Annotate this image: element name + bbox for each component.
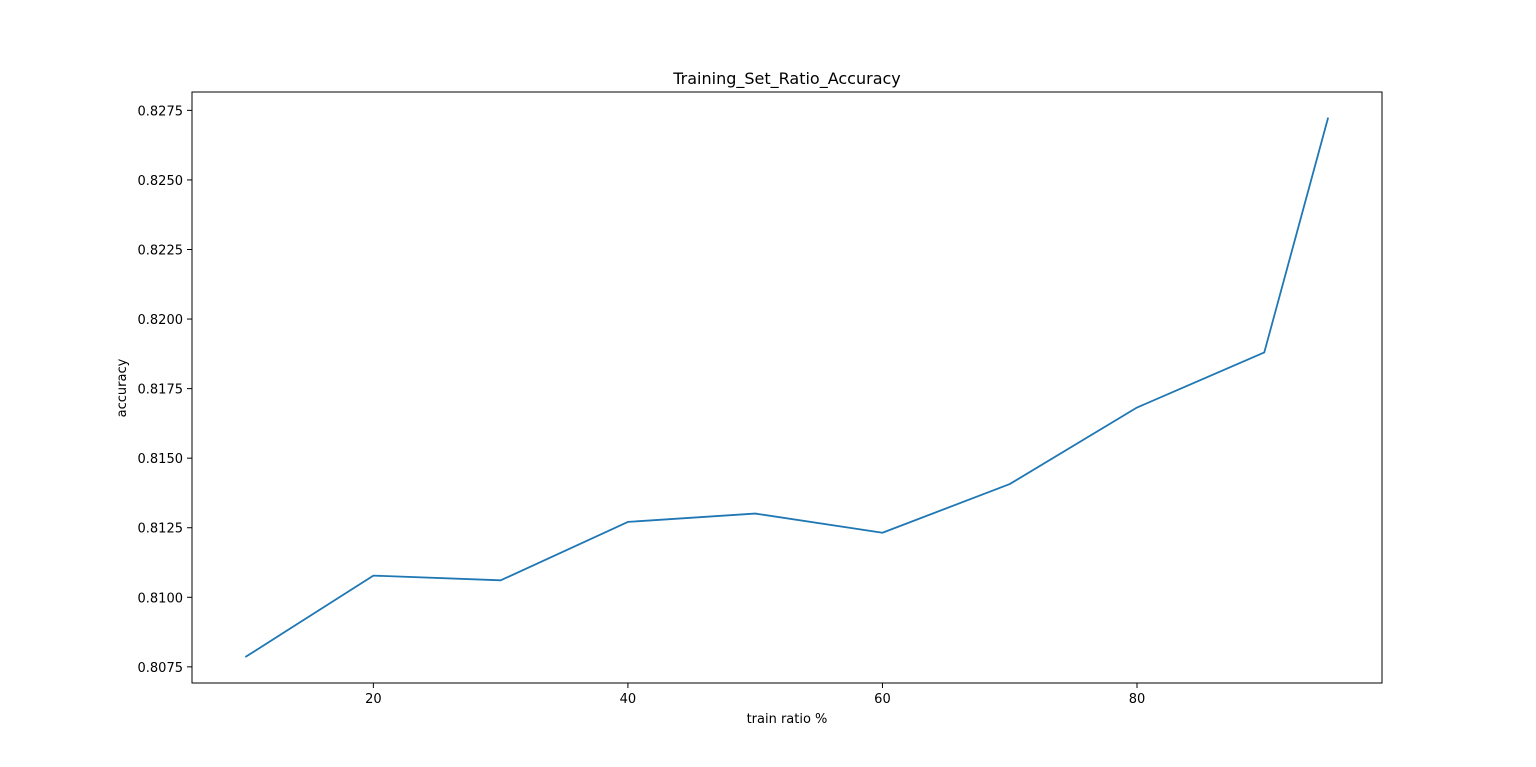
series-line-0 (244, 117, 1330, 658)
y-tick-label: 0.8075 (138, 661, 184, 676)
x-axis-label: train ratio % (747, 712, 828, 727)
y-tick-label: 0.8125 (138, 522, 184, 537)
x-axis: 20 40 60 80 (365, 683, 1145, 707)
x-tick-label: 20 (365, 692, 382, 707)
plot-frame (191, 91, 1383, 684)
y-tick-label: 0.8200 (138, 313, 184, 328)
y-tick-label: 0.8175 (138, 383, 184, 398)
plot-area (244, 117, 1330, 658)
y-tick-label: 0.8100 (138, 591, 184, 606)
x-tick-label: 60 (874, 692, 891, 707)
chart-title: Training_Set_Ratio_Accuracy (672, 69, 901, 89)
x-tick-label: 80 (1129, 692, 1146, 707)
x-tick-label: 40 (620, 692, 637, 707)
y-tick-label: 0.8225 (138, 243, 184, 258)
y-tick-label: 0.8250 (138, 174, 184, 189)
y-tick-label: 0.8275 (138, 104, 184, 119)
y-axis-label: accuracy (115, 358, 130, 417)
y-axis: 0.8075 0.8100 0.8125 0.8150 0.8175 0.8200 0.82… (138, 104, 192, 676)
y-tick-label: 0.8150 (138, 452, 184, 467)
